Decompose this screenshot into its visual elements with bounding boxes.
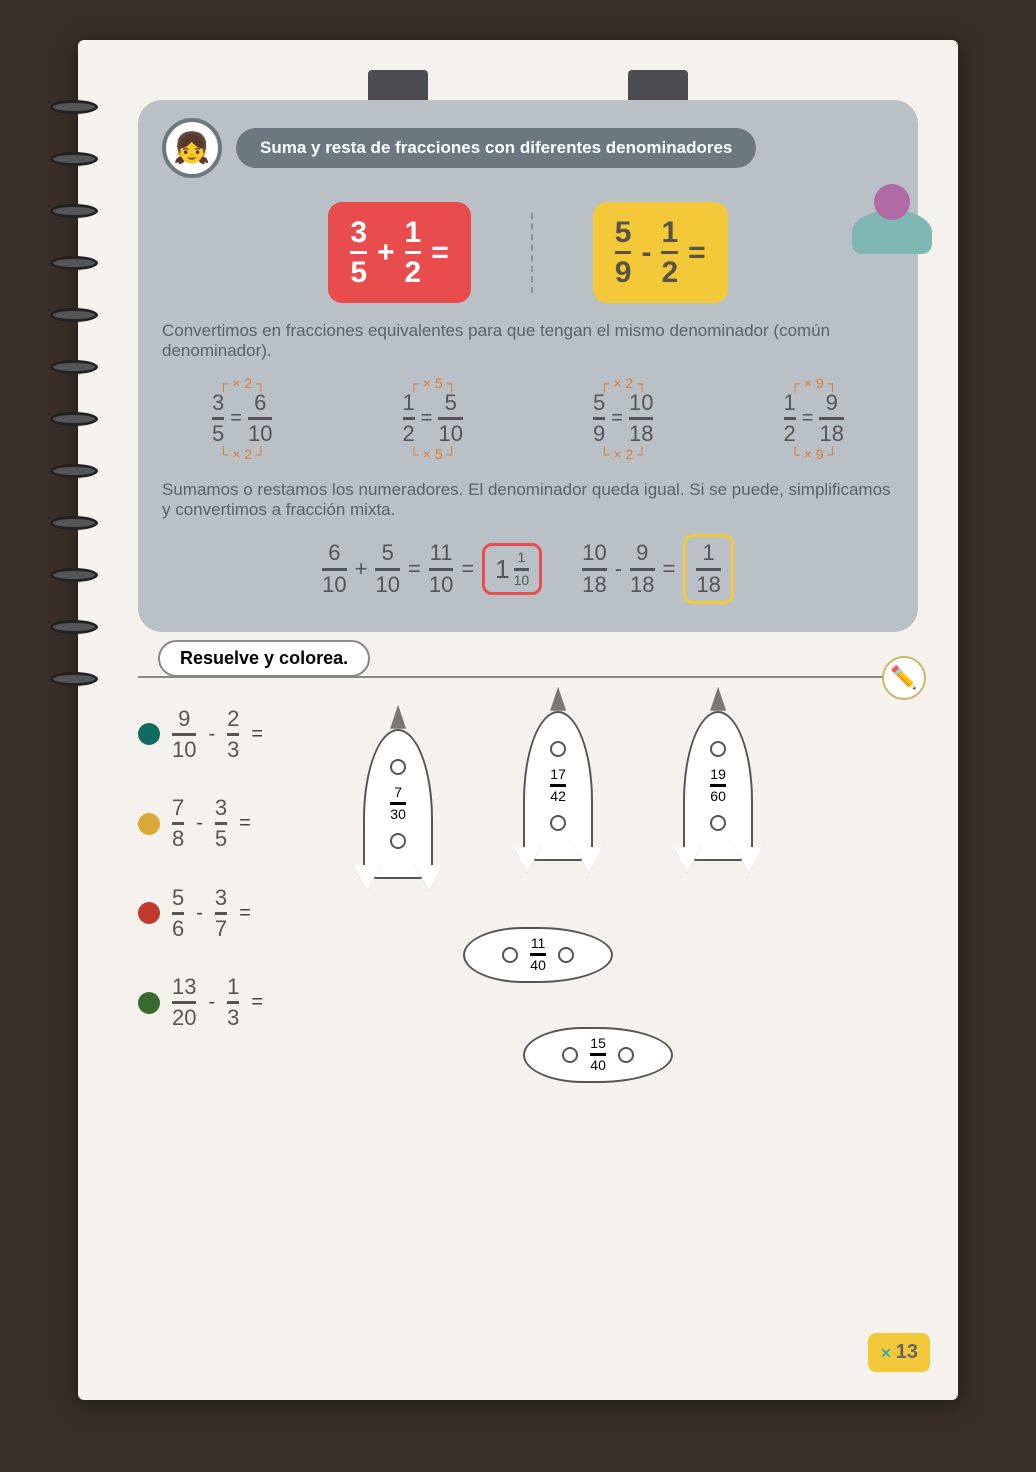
rocket-2: 1960: [673, 689, 763, 873]
problem-2: 56-37=: [138, 886, 263, 941]
alien-illustration: [852, 210, 932, 254]
worked-sum-left: 610 + 510 = 1110 = 1 110: [322, 541, 542, 596]
equivalent-fraction-3: ┌ × 9 ┐12=918└ × 9 ┘: [784, 375, 844, 462]
color-dot: [138, 902, 160, 924]
activity-section: ✏️ Resuelve y colorea. 910-23=78-35=56-3…: [138, 676, 918, 1127]
worked-sum-right: 1018 - 918 = 118: [582, 534, 734, 603]
lesson-hero: 👧 Suma y resta de fracciones con diferen…: [138, 100, 918, 632]
problem-3: 1320-13=: [138, 975, 263, 1030]
activity-title: Resuelve y colorea.: [158, 640, 370, 677]
equivalent-fraction-0: ┌ × 2 ┐35=610└ × 2 ┘: [212, 375, 272, 462]
rocket-0: 730: [353, 707, 443, 891]
equivalent-fractions-row: ┌ × 2 ┐35=610└ × 2 ┘ ┌ × 5 ┐12=510└ × 5 ┘…: [162, 375, 894, 462]
problem-list: 910-23= 78-35= 56-37= 1320-13=: [138, 707, 263, 1127]
color-dot: [138, 813, 160, 835]
problem-0: 910-23=: [138, 707, 263, 762]
pencil-icon: ✏️: [882, 656, 926, 700]
spiral-binding: [50, 100, 98, 686]
equivalent-fraction-1: ┌ × 5 ┐12=510└ × 5 ┘: [403, 375, 463, 462]
result-box-right: 118: [683, 534, 733, 603]
example-subtraction-card: 59 - 12 =: [593, 202, 728, 303]
workbook-page: 👧 Suma y resta de fracciones con diferen…: [78, 40, 958, 1400]
explanation-1: Convertimos en fracciones equivalentes p…: [162, 321, 894, 361]
equivalent-fraction-2: ┌ × 2 ┐59=1018└ × 2 ┘: [593, 375, 653, 462]
rocket-3: 1140: [463, 927, 613, 983]
lesson-title: Suma y resta de fracciones con diferente…: [236, 128, 756, 168]
problem-1: 78-35=: [138, 796, 263, 851]
result-box-left: 1 110: [482, 543, 542, 595]
color-dot: [138, 992, 160, 1014]
rocket-area: 7301742196011401540: [293, 707, 918, 1127]
rocket-4: 1540: [523, 1027, 673, 1083]
page-number: 13: [868, 1333, 930, 1372]
color-dot: [138, 723, 160, 745]
character-avatar: 👧: [162, 118, 222, 178]
rocket-1: 1742: [513, 689, 603, 873]
worked-sums-row: 610 + 510 = 1110 = 1 110 1018 - 918 = 11…: [162, 534, 894, 603]
example-addition-card: 35 + 12 =: [328, 202, 470, 303]
example-divider: [531, 213, 533, 293]
explanation-2: Sumamos o restamos los numeradores. El d…: [162, 480, 894, 520]
